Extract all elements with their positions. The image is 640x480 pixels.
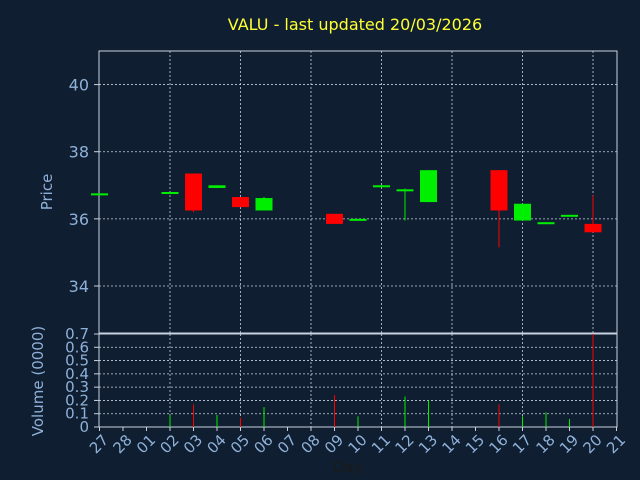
candle: [584, 195, 602, 233]
price-y-tick-label: 38: [69, 143, 89, 162]
candle-body: [208, 185, 226, 188]
x-tick-label: 10: [345, 431, 371, 457]
volume-y-tick-label: 0.1: [65, 405, 89, 423]
candle: [373, 185, 390, 188]
candle: [161, 192, 179, 194]
candle-body: [91, 193, 108, 196]
price-y-tick-label: 36: [69, 210, 89, 229]
x-tick-label: 28: [110, 431, 136, 457]
candle: [349, 218, 367, 221]
x-tick-label: 04: [204, 431, 230, 457]
candle-body: [561, 214, 578, 217]
candle-body: [420, 170, 437, 203]
x-tick-label: 13: [415, 431, 441, 457]
x-tick-label: 15: [462, 431, 488, 457]
candle: [91, 193, 108, 196]
x-tick-label: 20: [580, 431, 606, 457]
x-tick-label: 01: [133, 431, 159, 457]
candle-body: [537, 222, 555, 225]
x-tick-label: 19: [556, 431, 582, 457]
candle-body: [185, 173, 202, 211]
price-y-tick-label: 40: [69, 76, 89, 95]
candle-body: [373, 185, 390, 188]
x-tick-label: 12: [392, 431, 418, 457]
candle: [208, 185, 226, 188]
volume-y-ticks: 00.10.20.30.40.50.60.7: [65, 325, 99, 436]
price-panel-frame: [98, 50, 618, 334]
volume-bars: [169, 334, 594, 427]
x-tick-label: 02: [157, 431, 183, 457]
volume-y-label: Volume (0000): [29, 326, 47, 436]
x-axis-label: Day: [333, 458, 363, 476]
chart-title: VALU - last updated 20/03/2026: [228, 15, 482, 34]
candle-body: [161, 192, 179, 194]
candle: [396, 188, 414, 221]
candle: [537, 222, 555, 225]
x-tick-label: 27: [86, 431, 112, 457]
candle: [561, 214, 578, 217]
volume-y-tick-label: 0.2: [65, 391, 89, 409]
volume-y-tick-label: 0.7: [65, 325, 89, 343]
candle: [514, 203, 531, 221]
volume-y-tick-label: 0.3: [65, 378, 89, 396]
candle-body: [514, 203, 531, 221]
volume-y-tick-label: 0.4: [65, 365, 89, 383]
volume-panel-frame: [98, 333, 618, 428]
candle-body: [349, 218, 367, 221]
x-tick-label: 05: [227, 431, 253, 457]
x-tick-label: 11: [368, 431, 394, 457]
x-tick-label: 16: [486, 431, 512, 457]
candle: [185, 173, 202, 213]
candle-body: [232, 197, 249, 208]
candle: [255, 197, 273, 211]
candle-body: [490, 170, 508, 211]
volume-y-tick-label: 0.5: [65, 352, 89, 370]
volume-y-tick-label: 0.6: [65, 338, 89, 356]
price-y-label: Price: [38, 174, 56, 211]
x-tick-label: 18: [533, 431, 559, 457]
x-tick-label: 09: [321, 431, 347, 457]
candle-body: [255, 198, 273, 211]
x-tick-label: 06: [251, 431, 277, 457]
x-ticks: 2728010203040506070809101112131415161718…: [86, 427, 629, 457]
x-tick-label: 08: [298, 431, 324, 457]
x-tick-label: 03: [180, 431, 206, 457]
candle: [420, 170, 437, 203]
candle-body: [584, 223, 602, 233]
volume-y-tick-label: 0: [79, 418, 89, 436]
candle: [490, 170, 508, 248]
price-y-ticks: 34 36 38 40: [69, 76, 99, 296]
x-tick-label: 14: [439, 431, 465, 457]
candle-body: [326, 213, 343, 224]
volume-grid: [99, 333, 617, 427]
price-y-tick-label: 34: [69, 277, 89, 296]
candle-body: [396, 189, 414, 192]
x-tick-label: 17: [509, 431, 535, 457]
candles: [91, 170, 602, 248]
candle: [232, 197, 249, 208]
x-tick-label: 07: [274, 431, 300, 457]
candle: [326, 213, 343, 224]
x-tick-label: 21: [603, 431, 629, 457]
